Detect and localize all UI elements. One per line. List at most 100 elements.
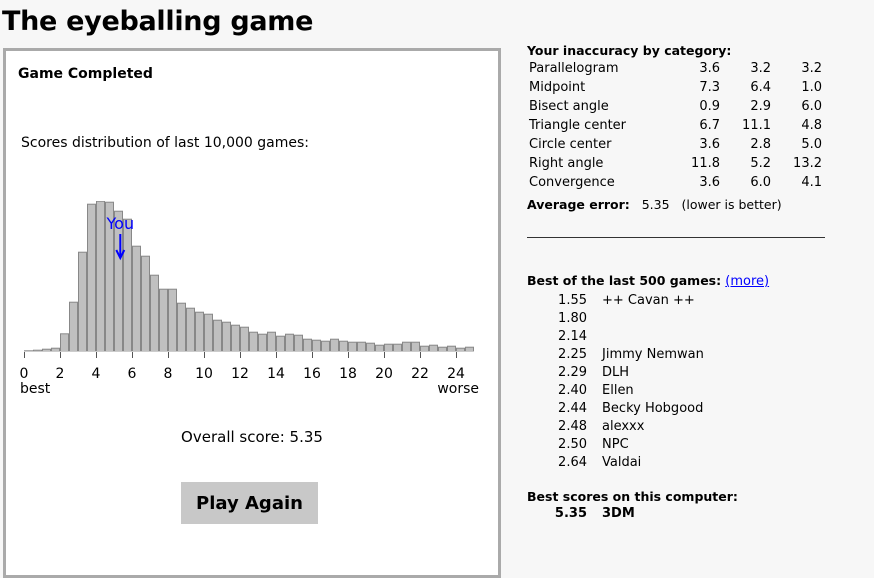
score-row: 2.25 Jimmy Nemwan: [527, 345, 704, 363]
category-row: Convergence 3.6 6.0 4.1: [527, 173, 822, 192]
category-name: Bisect angle: [529, 99, 609, 114]
histogram-bar: [366, 342, 375, 352]
average-error: Average error: 5.35 (lower is better): [527, 197, 822, 212]
category-row: Parallelogram 3.6 3.2 3.2: [527, 59, 822, 78]
category-error: 1.0: [801, 80, 822, 95]
inaccuracy-heading: Your inaccuracy by category:: [527, 43, 732, 58]
local-scores-table: 5.35 3DM: [527, 504, 635, 522]
score-row: 1.80: [527, 309, 704, 327]
category-row: Right angle 11.8 5.2 13.2: [527, 154, 822, 173]
score-value: 2.64: [558, 454, 587, 470]
category-error: 6.0: [750, 175, 771, 190]
histogram-bar: [186, 307, 195, 352]
histogram-bar: [465, 346, 474, 352]
histogram-bar: [213, 319, 222, 352]
category-error: 0.9: [699, 99, 720, 114]
category-name: Midpoint: [529, 80, 586, 95]
play-again-button[interactable]: Play Again: [181, 482, 318, 524]
category-error: 3.6: [699, 175, 720, 190]
histogram-bar: [60, 333, 69, 353]
inaccuracy-table: Parallelogram 3.6 3.2 3.2 Midpoint 7.3 6.4 1.0 B…: [527, 59, 822, 192]
stats-sidebar: Your inaccuracy by category: Parallelogr…: [527, 43, 822, 212]
x-tick-label: 18: [339, 366, 357, 382]
local-heading: Best scores on this computer:: [527, 489, 738, 504]
category-error: 6.0: [801, 99, 822, 114]
histogram-bar: [330, 338, 339, 352]
game-status: Game Completed: [18, 66, 153, 82]
player-name: Valdai: [602, 454, 642, 470]
best-500-table: 1.55 ++ Cavan ++ 1.80 2.14 2.25 Jimmy Nemwan 2…: [527, 291, 704, 471]
score-value: 1.80: [558, 310, 587, 326]
category-error: 7.3: [699, 80, 720, 95]
x-tick-label: 6: [128, 366, 137, 382]
category-error: 11.1: [742, 118, 771, 133]
player-name: ++ Cavan ++: [602, 292, 695, 308]
x-tick-label: 16: [303, 366, 321, 382]
histogram-bar: [87, 203, 96, 353]
category-row: Circle center 3.6 2.8 5.0: [527, 135, 822, 154]
category-error: 4.1: [801, 175, 822, 190]
histogram-bar: [177, 302, 186, 352]
histogram-bar: [222, 321, 231, 352]
histogram-bar: [303, 338, 312, 352]
category-error: 3.6: [699, 137, 720, 152]
category-error: 3.2: [750, 61, 771, 76]
score-value: 2.40: [558, 382, 587, 398]
histogram-bar: [357, 341, 366, 352]
x-tick-label: 14: [267, 366, 285, 382]
x-tick-label: 24: [447, 366, 465, 382]
histogram-bar: [249, 331, 258, 352]
histogram-bar: [240, 326, 249, 352]
x-tick-label: 22: [411, 366, 429, 382]
histogram-bar: [339, 340, 348, 352]
score-row: 1.55 ++ Cavan ++: [527, 291, 704, 309]
you-arrowhead-icon: [115, 249, 126, 261]
histogram-bar: [438, 346, 447, 352]
player-name: [602, 327, 704, 345]
you-label: You: [106, 214, 135, 233]
more-link[interactable]: (more): [725, 274, 770, 289]
average-error-value: 5.35: [641, 197, 670, 212]
histogram-bar: [96, 201, 105, 353]
score-value: 5.35: [554, 505, 587, 521]
player-name: Becky Hobgood: [602, 400, 704, 416]
histogram-bar: [204, 313, 213, 352]
player-name: DLH: [602, 364, 630, 380]
category-error: 6.7: [699, 118, 720, 133]
score-row: 2.64 Valdai: [527, 453, 704, 471]
histogram-bar: [384, 343, 393, 352]
category-error: 2.8: [750, 137, 771, 152]
histogram-bar: [132, 245, 141, 353]
category-name: Right angle: [529, 156, 604, 171]
category-error: 3.6: [699, 61, 720, 76]
score-value: 2.14: [558, 328, 587, 344]
distribution-label: Scores distribution of last 10,000 games…: [21, 135, 309, 151]
best-500-heading: Best of the last 500 games:: [527, 273, 722, 288]
overall-score: Overall score: 5.35: [181, 428, 323, 446]
divider: [527, 237, 825, 238]
player-name: NPC: [602, 436, 629, 452]
score-row: 2.40 Ellen: [527, 381, 704, 399]
game-panel: Game Completed Scores distribution of la…: [3, 48, 501, 578]
histogram-bar: [141, 255, 150, 353]
histogram-bar: [420, 345, 429, 352]
average-error-note: (lower is better): [681, 197, 782, 212]
histogram-bar: [312, 339, 321, 352]
histogram-bar: [294, 334, 303, 352]
histogram-bar: [447, 345, 456, 352]
x-tick-label: 12: [231, 366, 249, 382]
histogram-bar: [78, 251, 87, 353]
histogram-bar: [168, 288, 177, 352]
category-row: Midpoint 7.3 6.4 1.0: [527, 78, 822, 97]
category-error: 6.4: [750, 80, 771, 95]
histogram-bar: [231, 324, 240, 352]
category-error: 3.2: [801, 61, 822, 76]
player-name: Jimmy Nemwan: [602, 346, 704, 362]
score-value: 2.25: [558, 346, 587, 362]
category-error: 11.8: [691, 156, 720, 171]
histogram-bar: [285, 333, 294, 352]
player-name: Ellen: [602, 382, 634, 398]
category-error: 2.9: [750, 99, 771, 114]
score-row: 2.29 DLH: [527, 363, 704, 381]
